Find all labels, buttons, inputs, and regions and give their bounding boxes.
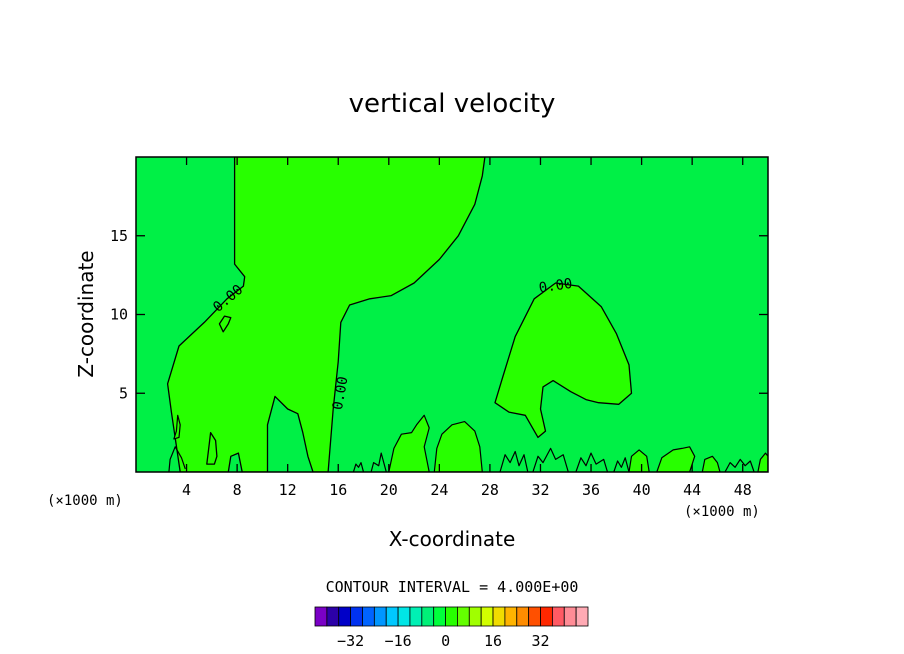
surface-contour-3	[628, 449, 650, 472]
colorbar-swatch-12	[457, 606, 470, 627]
surface-contour-8	[352, 462, 365, 472]
x-tick-label-20: 20	[380, 481, 398, 499]
colorbar-label-3: 16	[484, 632, 502, 650]
x-tick-label-36: 36	[582, 481, 600, 499]
surface-contour-7	[168, 446, 186, 472]
colorbar-swatch-22	[575, 606, 589, 627]
colorbar-swatch-15	[492, 606, 506, 627]
colorbar-swatch-17	[516, 606, 530, 627]
x-unit-right: (×1000 m)	[684, 504, 760, 520]
colorbar-swatch-16	[504, 606, 518, 627]
x-axis-label: X-coordinate	[389, 527, 516, 551]
contour-region-1	[494, 282, 633, 439]
surface-contour-10	[499, 450, 529, 472]
colorbar-swatch-2	[338, 606, 352, 627]
x-tick-label-32: 32	[531, 481, 549, 499]
surface-contour-2	[433, 421, 483, 472]
y-tick-label-15: 15	[110, 227, 128, 245]
colorbar-swatch-10	[433, 606, 446, 627]
surface-contour-0	[173, 414, 181, 440]
x-tick-label-28: 28	[481, 481, 499, 499]
y-axis-label: Z-coordinate	[74, 250, 98, 377]
surface-contour-12	[575, 452, 609, 472]
contour-label-1: 0.00	[330, 375, 352, 411]
colorbar-swatch-8	[409, 606, 423, 627]
y-tick-label-5: 5	[119, 384, 128, 402]
colorbar-swatch-19	[540, 606, 553, 627]
colorbar-label-2: 0	[441, 632, 450, 650]
surface-contour-13	[613, 457, 630, 472]
colorbar	[314, 606, 589, 627]
colorbar-swatch-6	[385, 606, 399, 627]
colorbar-swatch-18	[528, 606, 541, 627]
x-tick-label-44: 44	[683, 481, 701, 499]
contour-region-0	[166, 157, 486, 472]
colorbar-swatch-5	[373, 606, 387, 627]
colorbar-swatch-20	[551, 606, 565, 627]
contour-region-2	[218, 315, 232, 333]
x-unit-left: (×1000 m)	[47, 493, 123, 509]
x-tick-label-16: 16	[329, 481, 347, 499]
contour-interval-label: CONTOUR INTERVAL = 4.000E+00	[326, 578, 579, 596]
colorbar-swatch-21	[563, 606, 577, 627]
colorbar-swatch-7	[397, 606, 411, 627]
chart-title: vertical velocity	[349, 89, 556, 119]
surface-contour-5	[701, 455, 721, 472]
colorbar-label-0: −32	[337, 632, 364, 650]
colorbar-swatch-9	[421, 606, 435, 627]
surface-contour-14	[724, 458, 755, 472]
colorbar-swatch-3	[350, 606, 363, 627]
x-tick-label-24: 24	[430, 481, 448, 499]
colorbar-swatch-13	[468, 606, 482, 627]
colorbar-swatch-0	[314, 606, 328, 627]
surface-contour-4	[656, 446, 696, 472]
surface-contour-6	[757, 452, 768, 472]
colorbar-label-1: −16	[385, 632, 412, 650]
contour-label-2: 0.00	[538, 276, 574, 297]
surface-contour-11	[532, 447, 569, 472]
colorbar-swatch-14	[480, 606, 494, 627]
colorbar-label-4: 32	[531, 632, 549, 650]
y-tick-label-10: 10	[110, 306, 128, 324]
colorbar-swatch-1	[326, 606, 340, 627]
contour-region-3	[206, 431, 218, 465]
colorbar-swatch-4	[362, 606, 375, 627]
surface-contour-9	[370, 452, 387, 472]
colorbar-swatch-11	[445, 606, 458, 627]
x-tick-label-4: 4	[182, 481, 191, 499]
x-tick-label-12: 12	[279, 481, 297, 499]
x-tick-label-40: 40	[633, 481, 651, 499]
x-tick-label-8: 8	[233, 481, 242, 499]
x-tick-label-48: 48	[734, 481, 752, 499]
surface-contour-1	[388, 414, 430, 472]
